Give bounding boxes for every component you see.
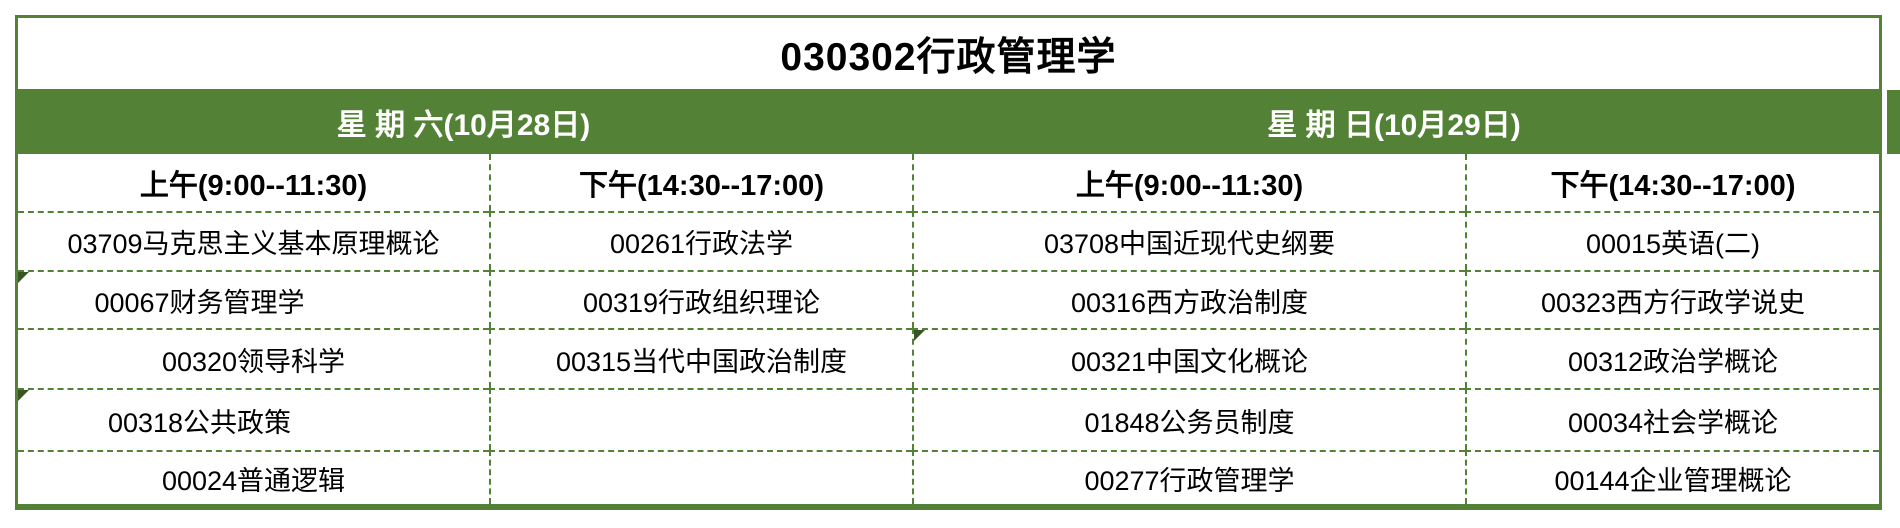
course-label: 00034社会学概论 (1567, 407, 1779, 438)
course-cell: 00067财务管理学 (18, 270, 489, 328)
course-label: 00318公共政策 (107, 407, 292, 438)
course-cell (489, 450, 912, 504)
course-label: 00316西方政治制度 (1070, 287, 1309, 318)
session-header-label: 上午(9:00--11:30) (139, 169, 368, 202)
schedule-grid: 上午(9:00--11:30) 下午(14:30--17:00) 上午(9:00… (18, 154, 1879, 504)
course-label: 00067财务管理学 (94, 287, 305, 318)
course-label: 00323西方行政学说史 (1540, 287, 1806, 318)
course-label: 00024普通逻辑 (161, 465, 346, 496)
session-header-sat-pm: 下午(14:30--17:00) (489, 154, 912, 211)
course-cell: 03708中国近现代史纲要 (912, 211, 1465, 270)
session-header-label: 下午(14:30--17:00) (1550, 169, 1796, 202)
session-header-sun-pm: 下午(14:30--17:00) (1465, 154, 1879, 211)
course-label: 00277行政管理学 (1084, 465, 1295, 496)
course-label: 00320领导科学 (161, 346, 346, 377)
course-label: 00315当代中国政治制度 (555, 346, 848, 377)
header-fill-bleed (1887, 90, 1900, 154)
course-label: 00144企业管理概论 (1554, 465, 1792, 496)
course-cell: 00315当代中国政治制度 (489, 328, 912, 388)
cell-corner-flag-icon (18, 272, 29, 283)
course-label: 03709马克思主义基本原理概论 (67, 229, 440, 259)
course-cell: 00323西方行政学说史 (1465, 270, 1879, 328)
course-cell: 00024普通逻辑 (18, 450, 489, 504)
day-header-row: 星 期 六(10月28日) 星 期 日(10月29日) (18, 89, 1879, 154)
course-cell: 00261行政法学 (489, 211, 912, 270)
title-row: 030302行政管理学 (18, 18, 1879, 89)
course-cell: 03709马克思主义基本原理概论 (18, 211, 489, 270)
course-cell: 00319行政组织理论 (489, 270, 912, 328)
course-cell: 00312政治学概论 (1465, 328, 1879, 388)
course-label: 00261行政法学 (609, 229, 794, 259)
course-cell: 01848公务员制度 (912, 388, 1465, 450)
session-header-sun-am: 上午(9:00--11:30) (912, 154, 1465, 211)
course-cell: 00034社会学概论 (1465, 388, 1879, 450)
course-cell: 00277行政管理学 (912, 450, 1465, 504)
cell-corner-flag-icon (18, 390, 29, 401)
course-label: 00015英语(二) (1585, 229, 1761, 259)
page-title: 030302行政管理学 (780, 35, 1117, 79)
course-label: 00319行政组织理论 (582, 287, 821, 318)
course-cell: 00321中国文化概论 (912, 328, 1465, 388)
course-cell: 00144企业管理概论 (1465, 450, 1879, 504)
course-label: 03708中国近现代史纲要 (1043, 229, 1336, 259)
cell-corner-flag-icon (914, 330, 925, 341)
exam-schedule-table: 030302行政管理学 星 期 六(10月28日) 星 期 日(10月29日) … (15, 15, 1882, 510)
course-cell: 00318公共政策 (18, 388, 489, 450)
day-header-saturday: 星 期 六(10月28日) (336, 108, 591, 142)
day-header-sunday: 星 期 日(10月29日) (1267, 108, 1521, 142)
course-cell: 00316西方政治制度 (912, 270, 1465, 328)
course-cell: 00015英语(二) (1465, 211, 1879, 270)
course-label: 01848公务员制度 (1084, 407, 1295, 438)
course-label: 00312政治学概论 (1567, 346, 1779, 377)
course-cell: 00320领导科学 (18, 328, 489, 388)
course-cell (489, 388, 912, 450)
session-header-label: 上午(9:00--11:30) (1075, 169, 1304, 202)
session-header-label: 下午(14:30--17:00) (579, 169, 824, 202)
course-label: 00321中国文化概论 (1070, 346, 1309, 377)
session-header-sat-am: 上午(9:00--11:30) (18, 154, 489, 211)
